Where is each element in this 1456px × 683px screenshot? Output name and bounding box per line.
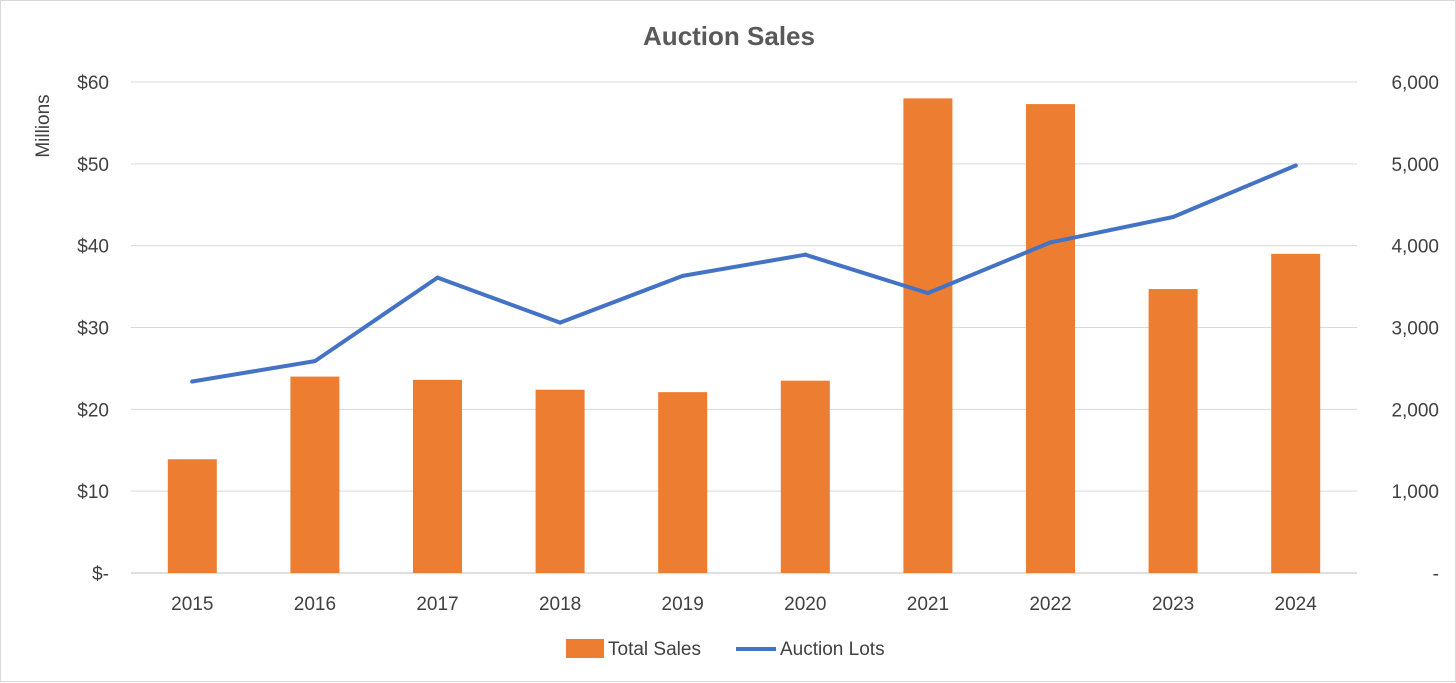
bar-total-sales-2016 xyxy=(290,376,340,573)
point-auction-lots-2017 xyxy=(435,275,440,280)
y-axis-left: $- $10 $20 $30 $40 $50 $60 xyxy=(77,73,109,585)
point-auction-lots-2022 xyxy=(1048,240,1053,245)
legend-label-auction-lots: Auction Lots xyxy=(780,639,885,660)
point-auction-lots-2015 xyxy=(190,379,195,384)
y-left-tick-label: $40 xyxy=(77,237,109,258)
y-left-tick-label: $- xyxy=(92,564,109,585)
x-tick-label: 2018 xyxy=(539,594,581,615)
y-left-tick-label: $50 xyxy=(77,155,109,176)
point-auction-lots-2024 xyxy=(1293,163,1298,168)
bar-series-total-sales xyxy=(167,98,1321,573)
bar-total-sales-2015 xyxy=(167,459,217,573)
x-tick-label: 2022 xyxy=(1029,594,1071,615)
y-left-tick-label: $30 xyxy=(77,319,109,340)
y-right-tick-label: 2,000 xyxy=(1391,400,1439,421)
bar-total-sales-2024 xyxy=(1271,253,1321,573)
y-right-tick-label: 5,000 xyxy=(1391,155,1439,176)
x-tick-label: 2023 xyxy=(1152,594,1194,615)
y-left-tick-label: $60 xyxy=(77,73,109,94)
legend: Total Sales Auction Lots xyxy=(566,639,885,660)
x-tick-label: 2021 xyxy=(907,594,949,615)
x-tick-label: 2017 xyxy=(416,594,458,615)
point-auction-lots-2016 xyxy=(312,359,317,364)
line-auction-lots xyxy=(190,163,1298,384)
bar-total-sales-2019 xyxy=(658,392,708,573)
y-left-tick-label: $20 xyxy=(77,400,109,421)
x-axis: 2015 2016 2017 2018 2019 2020 2021 2022 2023 2024 xyxy=(171,594,1317,615)
y-right-tick-label: 6,000 xyxy=(1391,73,1439,94)
x-tick-label: 2015 xyxy=(171,594,213,615)
y-left-tick-label: $10 xyxy=(77,482,109,503)
y-axis-title: Millions xyxy=(33,94,54,157)
bar-total-sales-2022 xyxy=(1026,104,1075,573)
bar-total-sales-2023 xyxy=(1148,289,1198,573)
y-axis-right: - 1,000 2,000 3,000 4,000 5,000 6,000 xyxy=(1391,73,1439,585)
x-tick-label: 2019 xyxy=(662,594,704,615)
bar-total-sales-2020 xyxy=(780,380,830,573)
x-tick-label: 2016 xyxy=(294,594,336,615)
chart-title: Auction Sales xyxy=(643,21,815,51)
legend-label-total-sales: Total Sales xyxy=(608,639,701,660)
y-right-tick-label: 3,000 xyxy=(1391,319,1439,340)
y-right-tick-label: 1,000 xyxy=(1391,482,1439,503)
bar-total-sales-2018 xyxy=(535,389,585,573)
bar-total-sales-2017 xyxy=(413,379,462,573)
point-auction-lots-2020 xyxy=(803,252,808,257)
x-tick-label: 2024 xyxy=(1275,594,1318,615)
point-auction-lots-2023 xyxy=(1171,215,1176,220)
x-tick-label: 2020 xyxy=(784,594,826,615)
point-auction-lots-2021 xyxy=(925,291,930,296)
line-series-auction-lots xyxy=(190,163,1298,384)
legend-swatch-total-sales xyxy=(566,639,604,658)
bar-total-sales-2021 xyxy=(903,98,953,573)
y-right-tick-label: - xyxy=(1433,564,1439,585)
y-right-tick-label: 4,000 xyxy=(1391,237,1439,258)
point-auction-lots-2018 xyxy=(558,320,563,325)
point-auction-lots-2019 xyxy=(680,273,685,278)
